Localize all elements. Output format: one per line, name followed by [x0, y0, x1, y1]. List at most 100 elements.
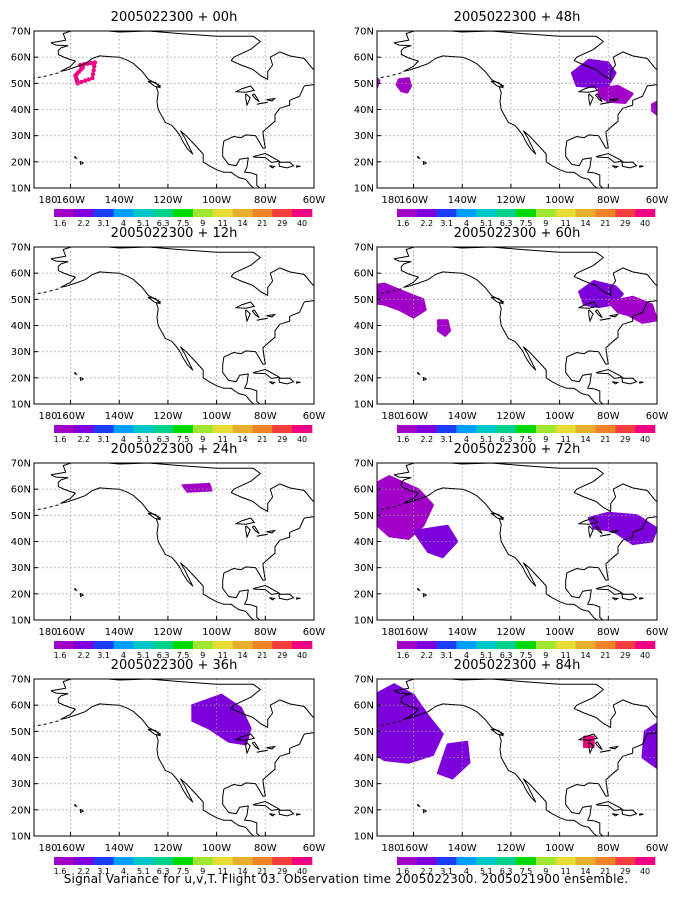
- colorbar-swatch: [496, 209, 517, 217]
- coastline: [252, 800, 281, 811]
- coastline: [609, 313, 620, 318]
- colorbar-swatch: [232, 209, 253, 217]
- coastline: [50, 247, 314, 404]
- lat-label: 10N: [354, 184, 374, 195]
- coastline: [278, 809, 295, 817]
- variance-region: [641, 722, 657, 769]
- colorbar-swatch: [615, 425, 636, 433]
- coastline: [594, 741, 603, 751]
- colorbar-label: 1.6: [54, 651, 67, 660]
- lon-label: 80W: [597, 843, 620, 854]
- aleutian-islands: [377, 504, 402, 511]
- colorbar-swatch: [252, 209, 273, 217]
- colorbar-swatch: [397, 857, 418, 865]
- lon-label: 80W: [254, 195, 277, 206]
- coastline: [269, 813, 276, 817]
- colorbar: 1.6 2.2 3.1 4 5.1 6.3 7.5 9 11 14 21 29 40: [397, 857, 656, 876]
- coastline: [256, 317, 268, 321]
- colorbar-swatch: [397, 425, 418, 433]
- coastline: [417, 803, 421, 808]
- lon-label: 120W: [496, 195, 525, 206]
- coastline: [269, 165, 276, 169]
- coastline: [316, 727, 331, 737]
- lat-label: 70N: [354, 243, 374, 254]
- colorbar-label: 11: [561, 651, 571, 660]
- colorbar-swatch: [635, 641, 656, 649]
- colorbar-label: 3.1: [440, 867, 453, 876]
- colorbar-label: 11: [218, 435, 228, 444]
- lon-label: 120W: [496, 627, 525, 638]
- lon-label: 160W: [56, 195, 85, 206]
- lon-label: 180: [381, 843, 400, 854]
- map-panel: 2005022300 + 12h 70N 60N 50N 40N 30N 20N 10N 180…: [11, 226, 326, 444]
- colorbar-label: 29: [620, 219, 630, 228]
- colorbar-label: 21: [600, 435, 610, 444]
- coastline: [599, 101, 611, 105]
- coastline: [316, 511, 331, 521]
- lat-label: 30N: [354, 347, 374, 358]
- colorbar-label: 9: [543, 219, 548, 228]
- colorbar-label: 11: [218, 651, 228, 660]
- observation-dot: [82, 78, 88, 83]
- colorbar-swatch: [555, 857, 576, 865]
- lon-label: 140W: [448, 843, 477, 854]
- colorbar-swatch: [436, 857, 457, 865]
- colorbar-label: 11: [561, 867, 571, 876]
- colorbar-swatch: [292, 857, 313, 865]
- lon-label: 140W: [105, 627, 134, 638]
- colorbar-swatch: [54, 857, 75, 865]
- colorbar-swatch: [476, 641, 497, 649]
- coastline: [256, 533, 268, 537]
- colorbar: 1.6 2.2 3.1 4 5.1 6.3 7.5 9 11 14 21 29 40: [54, 857, 313, 876]
- colorbar-label: 21: [257, 867, 267, 876]
- coastline: [147, 80, 162, 89]
- coastline: [296, 165, 301, 168]
- colorbar-swatch: [436, 641, 457, 649]
- coastline: [639, 813, 644, 816]
- colorbar-swatch: [456, 209, 477, 217]
- lat-label: 20N: [11, 805, 31, 816]
- lon-label: 100W: [545, 627, 574, 638]
- panel-title: 2005022300 + 48h: [454, 10, 581, 25]
- coastline: [234, 85, 256, 93]
- lat-label: 50N: [354, 511, 374, 522]
- coastline: [79, 808, 85, 814]
- colorbar-swatch: [173, 209, 194, 217]
- observation-dot: [92, 60, 98, 65]
- lon-label: 160W: [56, 843, 85, 854]
- lon-label: 160W: [399, 411, 428, 422]
- lon-label: 60W: [646, 843, 669, 854]
- coastline: [422, 160, 428, 166]
- coastline: [234, 301, 256, 309]
- coastline: [577, 85, 599, 93]
- colorbar-label: 21: [600, 219, 610, 228]
- colorbar-swatch: [635, 425, 656, 433]
- colorbar-label: 9: [543, 435, 548, 444]
- lon-label: 100W: [202, 627, 231, 638]
- coastline: [588, 525, 594, 539]
- colorbar-swatch: [113, 857, 134, 865]
- coastline: [659, 79, 674, 89]
- colorbar-label: 7.5: [520, 219, 533, 228]
- coastline: [278, 161, 295, 169]
- colorbar-label: 29: [277, 867, 287, 876]
- colorbar-label: 4: [464, 651, 469, 660]
- coastline: [612, 165, 619, 169]
- colorbar-swatch: [575, 641, 596, 649]
- coastline: [422, 376, 428, 382]
- lat-label: 40N: [354, 105, 374, 116]
- coastline: [612, 381, 619, 385]
- colorbar-label: 11: [561, 219, 571, 228]
- colorbar-swatch: [212, 209, 233, 217]
- colorbar-swatch: [416, 641, 437, 649]
- colorbar-label: 29: [277, 651, 287, 660]
- colorbar-label: 9: [200, 867, 205, 876]
- lat-label: 10N: [11, 616, 31, 627]
- colorbar-label: 1.6: [54, 867, 67, 876]
- colorbar-label: 2.2: [420, 867, 433, 876]
- lat-label: 20N: [11, 373, 31, 384]
- lon-label: 180: [38, 411, 57, 422]
- colorbar-swatch: [153, 209, 174, 217]
- colorbar-label: 4: [464, 219, 469, 228]
